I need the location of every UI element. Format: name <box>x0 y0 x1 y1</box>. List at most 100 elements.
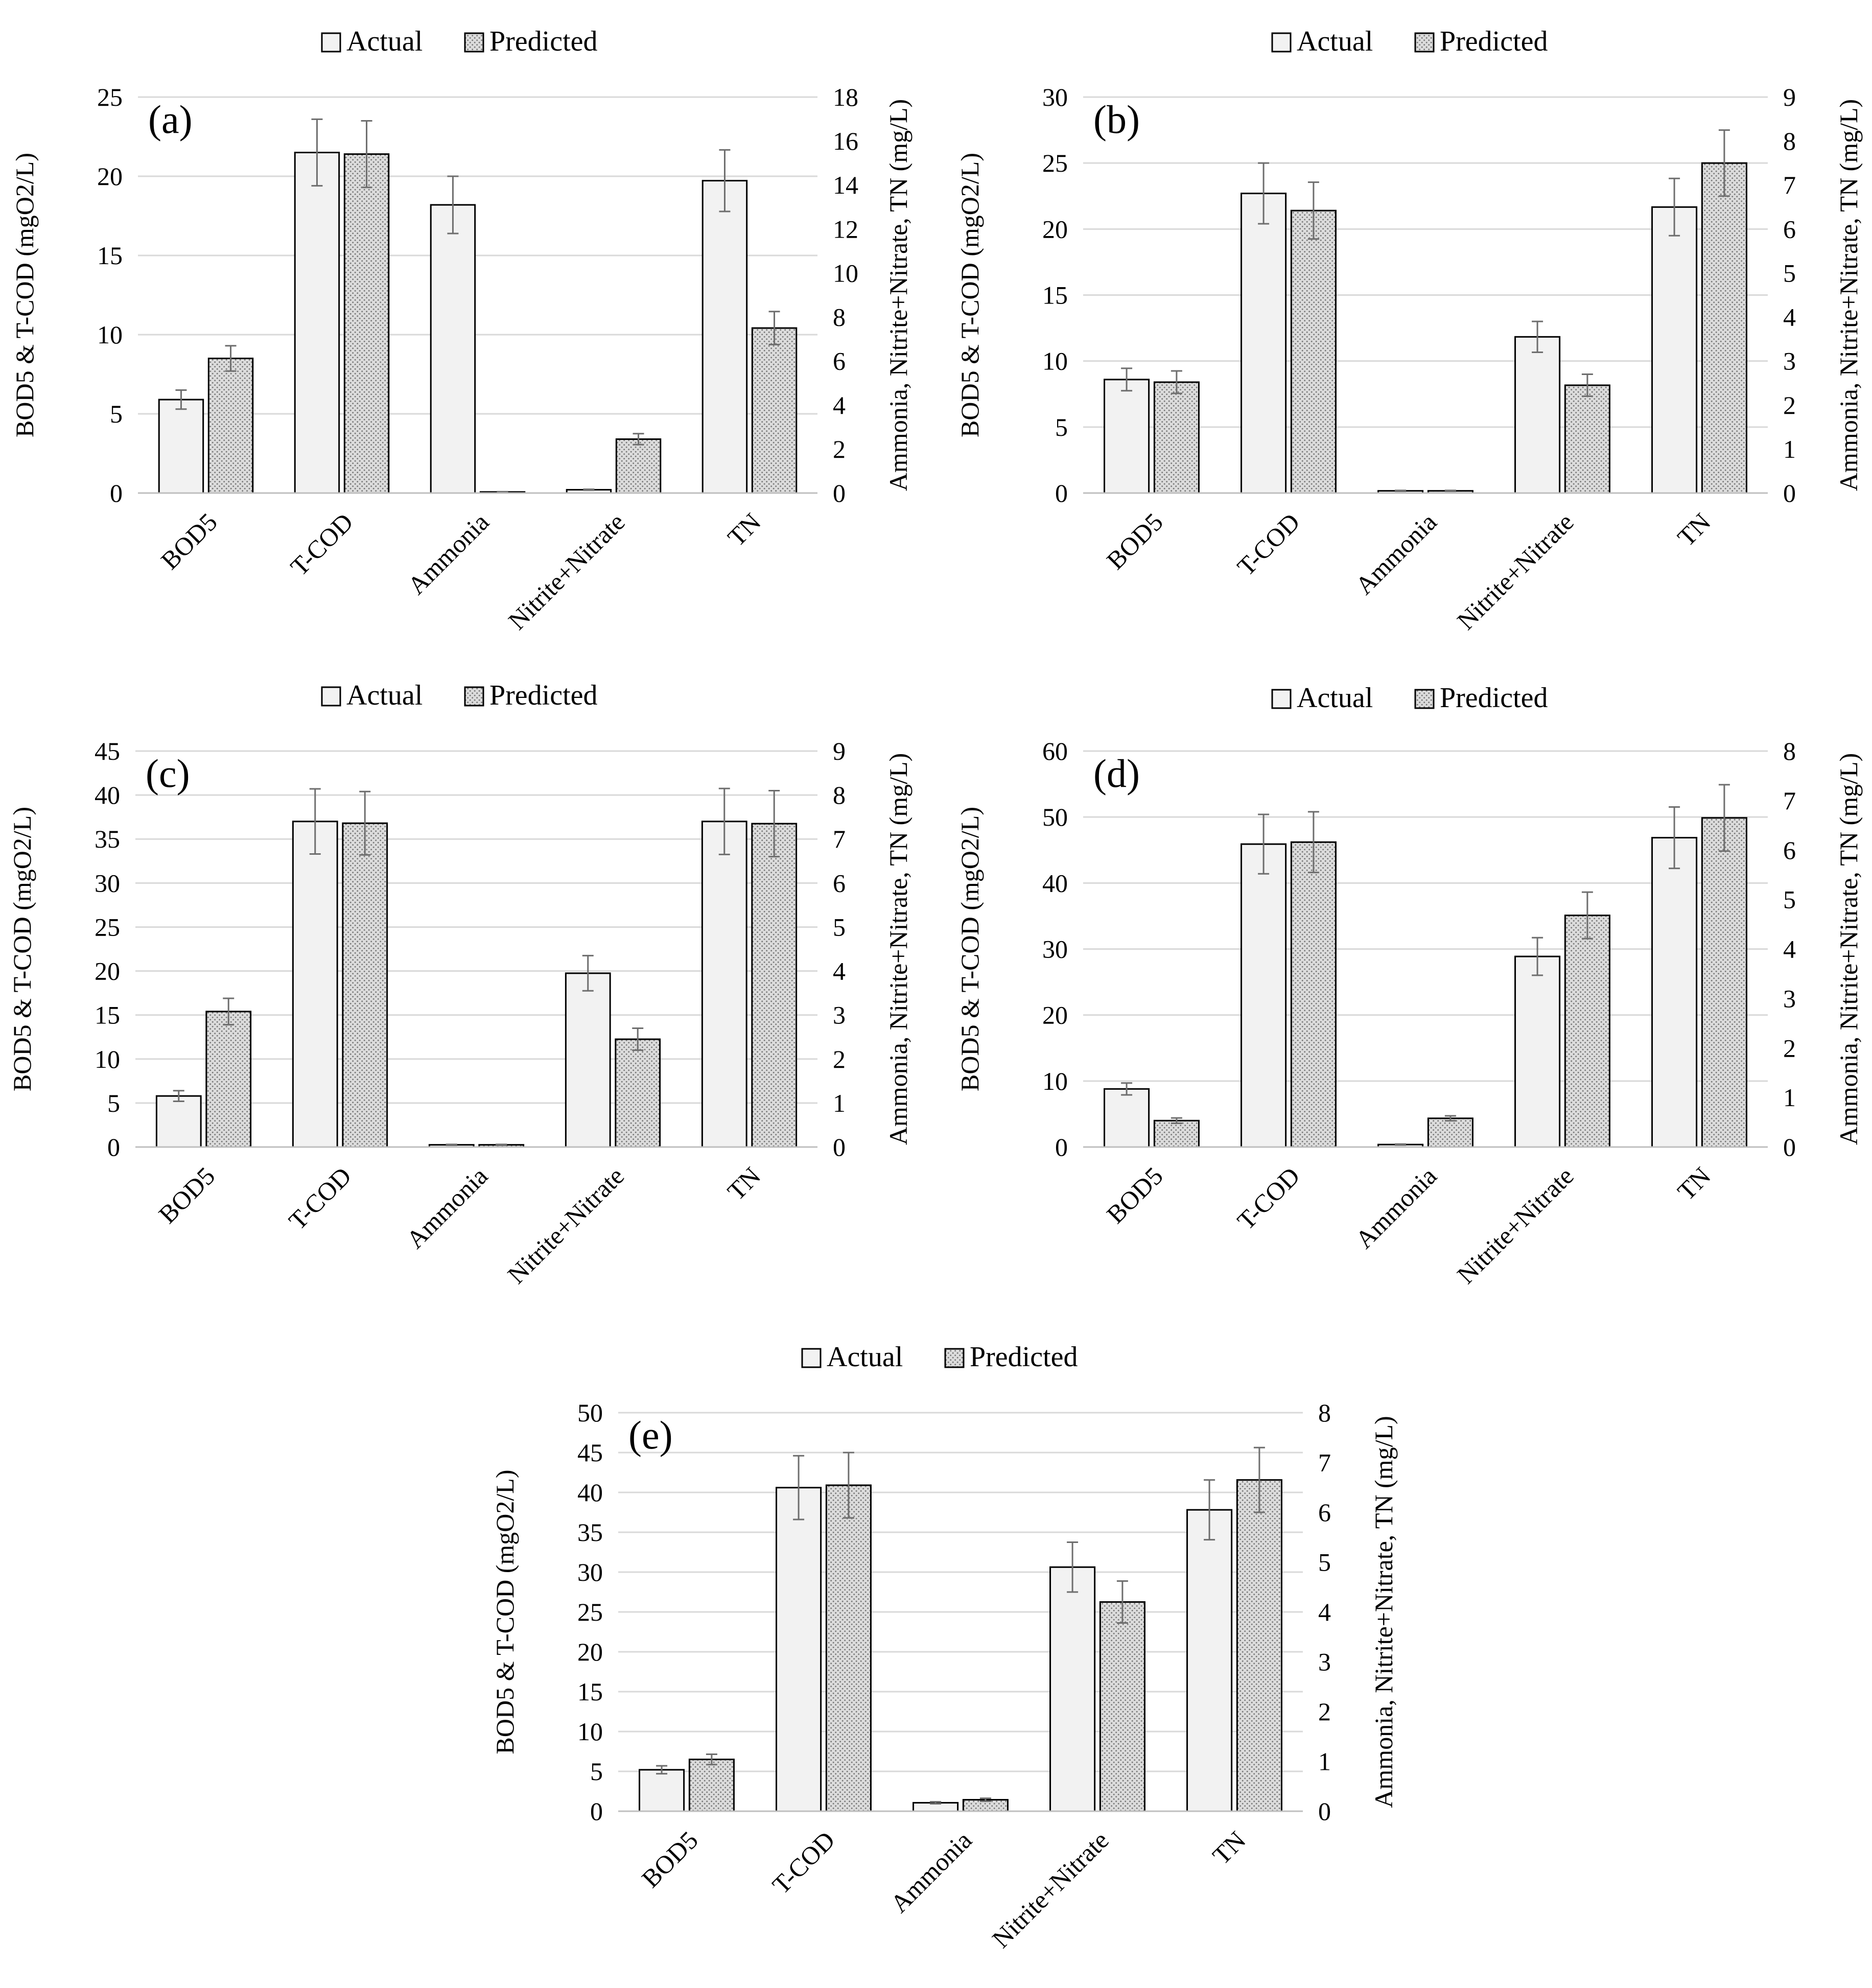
legend-label-predicted: Predicted <box>1440 26 1548 57</box>
left-tick-label: 30 <box>1042 83 1068 111</box>
bar-actual <box>1514 955 1561 1148</box>
bar-predicted <box>825 1484 872 1812</box>
bar-predicted <box>1701 817 1747 1148</box>
bar-predicted <box>1290 209 1337 494</box>
legend-swatch-actual <box>321 686 341 707</box>
right-tick-label: 7 <box>833 825 846 853</box>
left-tick-label: 0 <box>107 1133 120 1161</box>
left-tick-label: 20 <box>95 957 120 986</box>
category-label: Nitrite+Nitrate <box>503 507 630 635</box>
bar-actual <box>1241 193 1287 494</box>
bar-predicted <box>751 327 798 494</box>
legend-label-actual: Actual <box>346 26 423 57</box>
right-tick-label: 6 <box>1783 836 1796 864</box>
left-axis-title: BOD5 & T-COD (mgO2/L) <box>490 1470 519 1755</box>
category-label: Ammonia <box>402 507 495 600</box>
right-tick-label: 0 <box>833 1133 846 1161</box>
left-tick-label: 30 <box>1042 935 1068 964</box>
left-axis-title: BOD5 & T-COD (mgO2/L) <box>955 807 984 1091</box>
right-tick-label: 8 <box>1783 127 1796 155</box>
category-label: TN <box>1672 1161 1716 1206</box>
left-tick-label: 50 <box>1042 803 1068 831</box>
category-label: TN <box>1207 1826 1251 1870</box>
category-label: Ammonia <box>1350 1161 1442 1254</box>
bar-actual <box>565 972 611 1148</box>
left-tick-label: 0 <box>1055 479 1068 507</box>
right-tick-label: 5 <box>833 913 846 941</box>
bar-actual <box>1651 837 1698 1148</box>
left-tick-label: 35 <box>577 1518 603 1547</box>
legend-label-predicted: Predicted <box>970 1341 1078 1373</box>
legend: Actual Predicted <box>321 680 597 711</box>
left-tick-label: 20 <box>577 1638 603 1666</box>
left-tick-label: 20 <box>1042 1001 1068 1030</box>
left-tick-label: 25 <box>1042 149 1068 177</box>
bar-predicted <box>207 358 254 494</box>
category-label: Nitrite+Nitrate <box>1452 1161 1579 1289</box>
bar-actual <box>776 1487 822 1812</box>
legend: Actual Predicted <box>801 1341 1078 1373</box>
left-tick-label: 10 <box>577 1717 603 1746</box>
bar-actual <box>639 1769 685 1812</box>
bar-predicted <box>1427 1117 1473 1148</box>
right-tick-label: 4 <box>833 957 846 986</box>
left-tick-label: 35 <box>95 825 120 853</box>
panel-title: (e) <box>628 1413 673 1457</box>
panel-title: (d) <box>1093 751 1140 796</box>
panel-title: (a) <box>148 97 193 142</box>
category-label: BOD5 <box>1101 1161 1168 1229</box>
category-label: Nitrite+Nitrate <box>987 1826 1114 1953</box>
left-tick-label: 40 <box>577 1478 603 1507</box>
right-tick-label: 4 <box>1318 1598 1331 1626</box>
category-label: T-COD <box>1231 507 1305 581</box>
right-tick-label: 18 <box>833 83 858 111</box>
legend-swatch-actual <box>1271 32 1292 53</box>
left-axis-title: BOD5 & T-COD (mgO2/L) <box>955 153 984 437</box>
category-label: Ammonia <box>401 1161 493 1254</box>
chart-panel-4: 0 10 20 30 40 50 60 0 1 2 3 4 5 6 7 8 BOD5 & T-COD (mgO2… <box>955 682 1863 1289</box>
left-tick-label: 15 <box>577 1677 603 1706</box>
left-axis-title: BOD5 & T-COD (mgO2/L) <box>10 153 39 437</box>
right-tick-label: 0 <box>1318 1797 1331 1826</box>
category-label: TN <box>1672 507 1716 552</box>
left-tick-label: 5 <box>110 400 123 428</box>
left-tick-label: 25 <box>95 913 120 941</box>
legend-swatch-predicted <box>944 1348 965 1368</box>
category-label: Nitrite+Nitrate <box>1452 507 1579 635</box>
legend: Actual Predicted <box>1271 682 1548 714</box>
bar-predicted <box>1153 381 1200 494</box>
bar-actual <box>701 821 747 1148</box>
right-tick-label: 8 <box>1783 737 1796 765</box>
left-tick-label: 0 <box>110 479 123 507</box>
right-tick-label: 2 <box>1318 1697 1331 1726</box>
right-tick-label: 3 <box>1783 984 1796 1013</box>
legend-swatch-predicted <box>464 32 484 53</box>
category-label: BOD5 <box>636 1826 704 1893</box>
category-label: T-COD <box>283 1161 357 1235</box>
left-tick-label: 45 <box>577 1438 603 1467</box>
right-tick-label: 7 <box>1783 786 1796 815</box>
panel-title: (c) <box>146 751 190 796</box>
legend-label-predicted: Predicted <box>489 26 597 57</box>
right-tick-label: 12 <box>833 215 858 243</box>
left-axis-title: BOD5 & T-COD (mgO2/L) <box>8 807 36 1091</box>
legend-swatch-actual <box>321 32 341 53</box>
bar-predicted <box>1564 915 1610 1148</box>
category-label: BOD5 <box>153 1161 220 1229</box>
bar-predicted <box>615 438 662 494</box>
left-tick-label: 10 <box>1042 1067 1068 1095</box>
category-label: TN <box>722 507 766 552</box>
bar-predicted <box>1099 1601 1145 1812</box>
legend-label-predicted: Predicted <box>1440 682 1548 714</box>
right-tick-label: 6 <box>1318 1498 1331 1527</box>
bar-actual <box>158 399 204 494</box>
bar-actual <box>701 180 748 494</box>
right-tick-label: 10 <box>833 259 858 287</box>
right-axis-title: Ammonia, Nitrite+Nitrate, TN (mg/L) <box>1834 753 1863 1145</box>
left-tick-label: 10 <box>97 320 123 349</box>
right-tick-label: 0 <box>833 479 846 507</box>
bar-predicted <box>342 822 388 1148</box>
right-tick-label: 1 <box>1783 1083 1796 1112</box>
